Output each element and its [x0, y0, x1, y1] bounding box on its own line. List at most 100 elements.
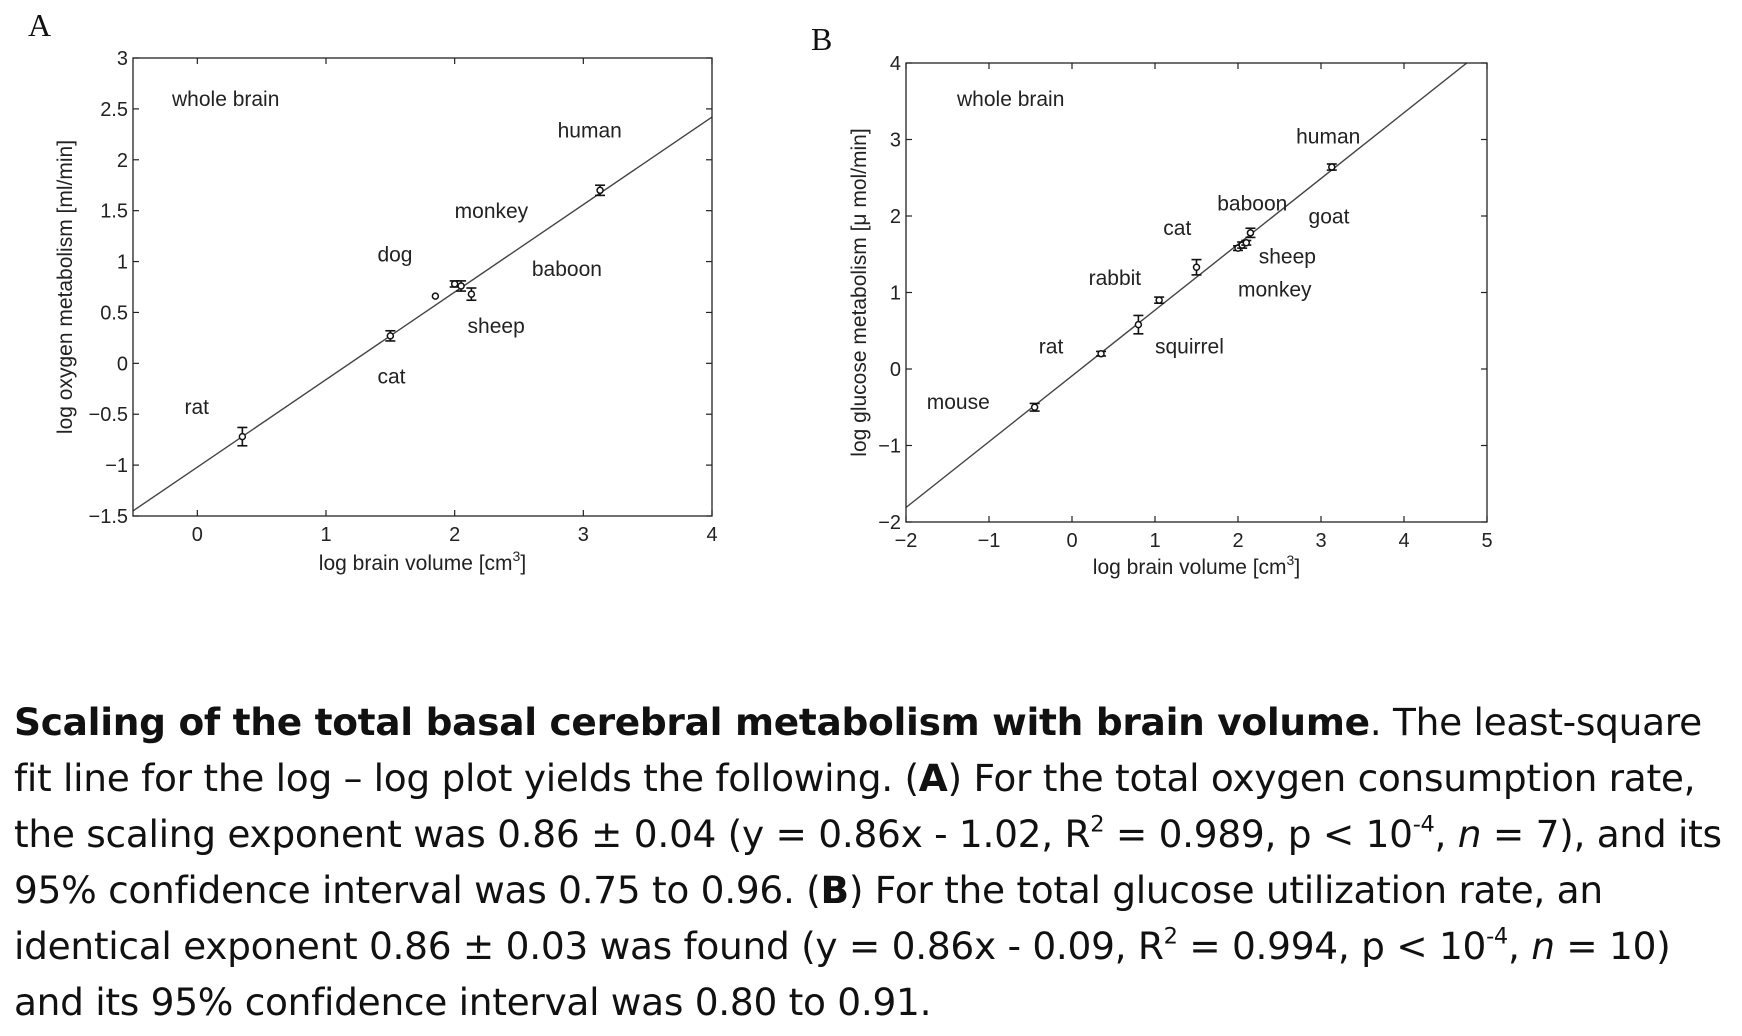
panel-b-x-tick-label: 1 — [1149, 530, 1160, 552]
panel-a-y-axis-label: log oxygen metabolism [ml/min] — [54, 140, 77, 434]
panel-b-data-point — [1328, 163, 1336, 171]
panel-b-x-axis-label-sup: 3 — [1287, 552, 1295, 568]
panel-b-x-tick-label: 3 — [1315, 530, 1326, 552]
panel-a-y-tick-label: −0.5 — [89, 404, 128, 426]
caption-text: ) For the total glucose utilization rate… — [14, 868, 1603, 968]
panel-b-point-label: rat — [1039, 336, 1064, 359]
panel-b-x-axis-label-text: log brain volume [cm — [1093, 556, 1287, 579]
panel-a-data-point — [467, 290, 476, 298]
panel-b-x-tick-label: 2 — [1232, 530, 1243, 552]
panel-a-x-tick-label: 3 — [578, 524, 589, 546]
panel-b-x-tick-label: −2 — [895, 530, 918, 552]
panel-b-data-point — [1155, 296, 1163, 304]
panel-b-y-tick-label: −2 — [878, 512, 901, 534]
panel-b-y-tick-label: 1 — [890, 283, 901, 305]
panel-b-x-tick-label: 0 — [1066, 530, 1077, 552]
panel-a-x-tick-label: 4 — [706, 524, 717, 546]
caption-sup: -4 — [1486, 923, 1508, 950]
panel-b-y-tick-label: −1 — [878, 436, 901, 458]
panel-b-y-tick-label: 2 — [890, 206, 901, 228]
panel-a-y-tick-label: 3 — [117, 48, 128, 70]
panel-a-y-tick-label: 0 — [117, 353, 128, 375]
caption-sup: 2 — [1163, 923, 1178, 950]
caption-title: Scaling of the total basal cerebral meta… — [14, 700, 1370, 744]
caption-panel-b: B — [820, 868, 850, 912]
panel-b-x-tick-label: 5 — [1481, 530, 1492, 552]
panel-b-x-axis-label: log brain volume [cm3] — [1093, 552, 1300, 579]
caption-text: = 10) and its 95% confidence interval wa… — [14, 924, 1671, 1024]
panel-b-data-point — [1134, 320, 1143, 329]
panel-b-point-label: cat — [1163, 217, 1191, 240]
panel-b-x-tick-label: 4 — [1398, 530, 1409, 552]
panel-a-frame — [132, 57, 713, 517]
caption-text: . The least-square fit line for the log … — [14, 700, 1702, 800]
panel-a-y-tick-label: 2 — [117, 150, 128, 172]
panel-a-data-point — [596, 186, 604, 195]
panel-a-data-point — [238, 432, 247, 441]
panel-a-fit-line — [133, 116, 712, 512]
panel-b-data-point — [1242, 239, 1251, 247]
caption-text: = 0.994, p < 10 — [1177, 924, 1487, 968]
panel-b-data-point — [1192, 263, 1201, 272]
caption-sup: 2 — [1090, 811, 1105, 838]
panel-a-point-label: cat — [377, 366, 405, 389]
panel-a-y-tick-label: 1.5 — [100, 201, 128, 223]
caption-text: , — [1434, 812, 1458, 856]
panel-b-point-label: mouse — [927, 391, 990, 414]
panel-b-data-point — [1246, 229, 1255, 237]
panel-a-point-label: rat — [184, 396, 209, 419]
panel-a-data-point — [457, 282, 465, 290]
panel-a-y-tick-label: −1.5 — [89, 506, 128, 528]
panel-b-letter: B — [811, 21, 832, 57]
panel-a-y-tick-label: 0.5 — [100, 302, 128, 324]
panel-a-point-label: sheep — [468, 315, 525, 338]
panel-b-y-tick-label: 0 — [890, 359, 901, 381]
panel-b-point-label: rabbit — [1089, 267, 1142, 290]
panel-b-y-tick-label: 4 — [890, 53, 901, 75]
panel-a-point-label: baboon — [532, 258, 602, 281]
caption-panel-a: A — [918, 756, 948, 800]
panel-b-x-axis-label-end: ] — [1294, 556, 1300, 579]
panel-a-x-axis-label: log brain volume [cm3] — [319, 548, 526, 575]
panel-b-point-label: baboon — [1217, 193, 1287, 216]
panel-a-x-tick-label: 2 — [449, 524, 460, 546]
panel-b-y-axis-label: log glucose metabolism [μ mol/min] — [848, 128, 871, 456]
panel-b-data-point — [1097, 349, 1105, 358]
panel-b-point-label: squirrel — [1155, 336, 1224, 359]
panel-a-x-tick-label: 0 — [192, 524, 203, 546]
panel-b-data-point — [1030, 403, 1039, 411]
figure: A 0 1 2 3 4 −1.5 −1 −0.5 0 0.5 1 1.5 2 2.5 3 log brain v… — [28, 7, 1493, 579]
panel-b-point-label: monkey — [1238, 278, 1312, 301]
caption-text: = 0.989, p < 10 — [1104, 812, 1413, 856]
panel-b-y-tick-label: 3 — [890, 130, 901, 152]
panel-a-y-tick-label: 2.5 — [100, 99, 128, 121]
caption-italic-n: n — [1531, 924, 1555, 968]
panel-b-fit-line — [906, 63, 1468, 509]
panel-a-y-tick-label: 1 — [117, 252, 128, 274]
figure-caption: Scaling of the total basal cerebral meta… — [14, 694, 1734, 1030]
panel-b-frame — [905, 62, 1488, 523]
panel-a-data-point — [450, 280, 459, 288]
panel-a-data-point — [431, 292, 440, 300]
caption-italic-n: n — [1457, 812, 1482, 856]
panel-b-point-label: goat — [1309, 206, 1350, 229]
panel-a-x-tick-label: 1 — [320, 524, 331, 546]
panel-a-letter: A — [28, 7, 51, 43]
panel-a-x-axis-label-sup: 3 — [513, 548, 521, 564]
caption-text: , — [1507, 924, 1532, 968]
panel-a-annotation: whole brain — [171, 88, 279, 111]
caption-text: = 7), and its 95% confidence interval wa… — [14, 812, 1722, 912]
panel-a-y-tick-label: −1 — [105, 455, 128, 477]
panel-b-point-label: human — [1296, 125, 1360, 148]
caption-sup: -4 — [1412, 811, 1435, 838]
panel-a-x-axis-label-end: ] — [520, 552, 526, 575]
panel-a-data-point — [386, 332, 395, 340]
panel-a-x-axis-label-text: log brain volume [cm — [319, 552, 513, 575]
panel-a-point-label: monkey — [455, 200, 529, 223]
caption-text: ) For the total oxygen consumption rate,… — [14, 756, 1696, 856]
panel-a-point-label: dog — [377, 244, 412, 267]
panel-b-annotation: whole brain — [956, 88, 1064, 111]
panel-a-point-label: human — [558, 119, 622, 142]
panel-b-point-label: sheep — [1259, 245, 1316, 268]
